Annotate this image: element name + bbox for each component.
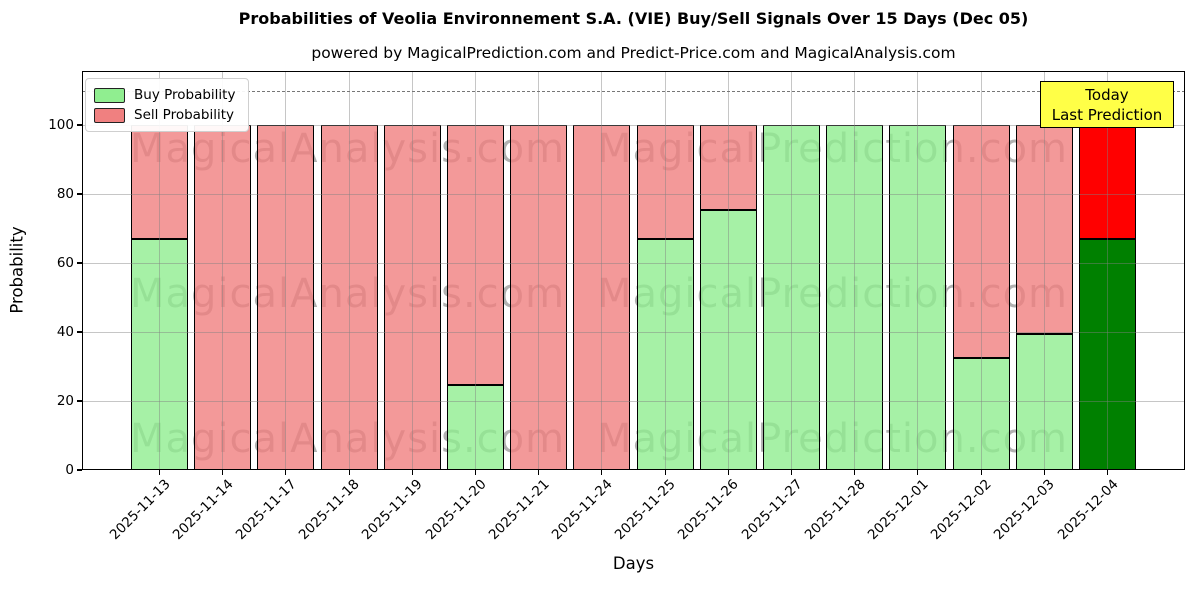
legend-label-sell: Sell Probability [134,107,235,123]
vertical-gridline [475,71,476,470]
y-tick-mark [77,331,82,333]
vertical-gridline [1043,71,1045,470]
vertical-gridline [1107,71,1108,470]
y-tick-mark [77,124,82,126]
bar-segment-sell-2025-12-02 [952,125,1010,358]
bar-segment-buy-2025-11-26 [699,209,757,470]
bar-segment-sell-2025-11-25 [636,125,694,239]
x-tick-mark [1106,470,1109,475]
bar-segment-sell-2025-11-17 [257,125,315,470]
dashed-guide-line [82,90,1185,92]
vertical-gridline [348,71,350,470]
bar-segment-buy-2025-11-28 [826,125,884,470]
horizontal-gridline [82,400,1185,402]
sell-swatch-icon [94,107,125,123]
horizontal-gridline [82,124,1185,126]
x-tick-mark [474,470,477,475]
bar-segment-buy-2025-12-03 [1015,333,1073,470]
vertical-gridline [727,71,729,470]
today-annotation-line1: Today [1085,85,1129,104]
bar-segment-sell-2025-11-13 [131,125,188,239]
bar-segment-sell-2025-11-24 [573,125,631,470]
y-tick-mark [77,193,82,195]
legend-item-buy: Buy Probability [94,85,239,105]
bar-segment-buy-2025-11-13 [131,238,188,470]
horizontal-gridline [82,193,1185,195]
vertical-gridline [285,71,287,470]
vertical-gridline [411,71,413,470]
buy-swatch-icon [94,87,125,103]
y-tick-label: 80 [56,186,74,202]
chart-subtitle: powered by MagicalPrediction.com and Pre… [311,44,956,62]
bar-segment-sell-2025-11-21 [510,125,568,470]
horizontal-gridline [82,331,1185,333]
bar-segment-buy-2025-12-02 [952,357,1010,470]
bar-segment-buy-2025-12-01 [889,125,947,470]
bar-segment-sell-2025-11-18 [320,125,378,470]
x-tick-mark [411,470,413,475]
x-axis-label: Days [612,554,655,573]
x-tick-mark [854,470,856,475]
legend-label-buy: Buy Probability [134,87,236,103]
vertical-gridline [601,71,603,470]
legend: Buy Probability Sell Probability [85,78,249,132]
x-tick-mark [601,470,603,475]
x-tick-mark [917,470,919,475]
x-tick-mark [727,470,729,475]
y-tick-label: 20 [56,393,74,409]
today-annotation-line2: Last Prediction [1051,105,1163,124]
x-tick-mark [790,470,793,475]
chart-title: Probabilities of Veolia Environnement S.… [238,9,1029,28]
y-tick-label: 40 [56,324,74,340]
legend-item-sell: Sell Probability [94,105,239,125]
x-tick-mark [664,470,666,475]
bar-segment-buy-2025-11-25 [636,238,694,470]
vertical-gridline [791,71,792,470]
x-tick-mark [222,470,224,475]
plot-area: MagicalAnalysis.comMagicalPrediction.com… [82,71,1185,470]
vertical-gridline [159,71,160,470]
y-tick-label: 0 [65,462,74,478]
y-tick-label: 60 [56,255,74,271]
y-tick-mark [77,262,82,264]
bar-segment-sell-2025-12-03 [1015,125,1073,334]
bar-segment-sell-2025-11-26 [699,125,757,210]
bar-segment-sell-2025-11-14 [194,125,252,470]
x-tick-mark [538,470,540,475]
x-tick-mark [980,470,982,475]
bar-segment-sell-2025-11-20 [447,125,504,386]
today-annotation: Today Last Prediction [1040,81,1174,128]
vertical-gridline [917,71,919,470]
bar-segment-buy-2025-11-27 [763,125,820,470]
y-tick-mark [77,400,82,402]
vertical-gridline [854,71,856,470]
y-axis-label: Probability [7,226,27,314]
vertical-gridline [664,71,666,470]
y-tick-mark [77,469,82,471]
y-tick-label: 100 [48,117,74,133]
x-tick-mark [348,470,350,475]
bar-segment-buy-2025-12-04 [1079,238,1136,470]
bar-segment-sell-2025-11-19 [383,125,441,470]
vertical-gridline [538,71,540,470]
x-tick-mark [158,470,161,475]
horizontal-gridline [82,262,1185,264]
vertical-gridline [222,71,224,470]
vertical-gridline [980,71,982,470]
bar-segment-sell-2025-12-04 [1079,125,1136,239]
x-tick-mark [285,470,287,475]
x-tick-mark [1043,470,1045,475]
